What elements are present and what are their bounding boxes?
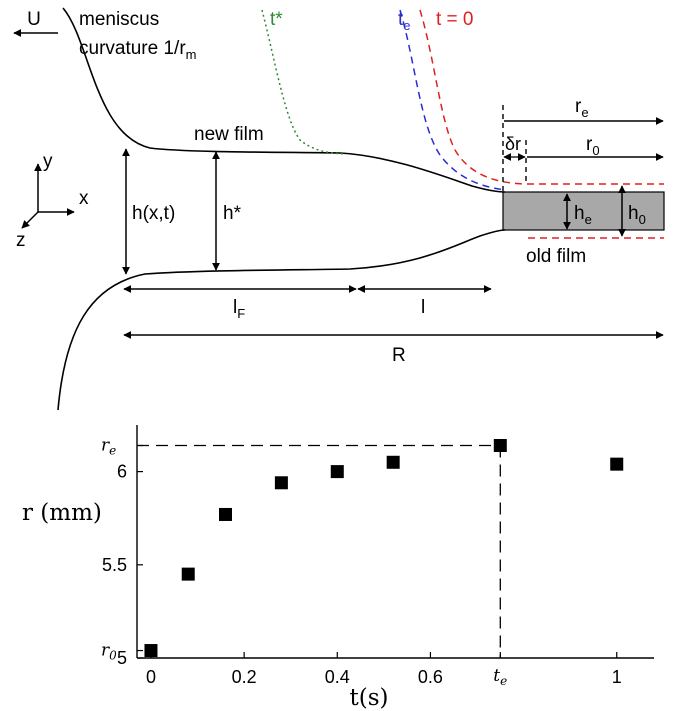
t-zero-label: t = 0 — [436, 9, 474, 30]
data-point — [144, 644, 158, 658]
chart-ylabel: r (mm) — [22, 500, 102, 526]
data-point — [181, 567, 195, 581]
x-tick-label-t-e: te — [493, 666, 507, 688]
data-point — [218, 507, 232, 521]
l-label: l — [421, 297, 425, 318]
coordinate-axes: y x z — [16, 151, 89, 251]
h-xt-label: h(x,t) — [132, 203, 175, 224]
x-tick-label: 0 — [146, 667, 156, 687]
delta-r-label: δr — [505, 134, 521, 154]
chart: 0 0.2 0.4 0.6 1 te 5 5.5 6re r0 r (mm) t(s) — [22, 425, 654, 711]
axis-x-label: x — [79, 188, 89, 209]
y-tick-label: 5.5 — [102, 555, 127, 575]
x-tick-label: 0.4 — [325, 667, 350, 687]
axis-y-label: y — [43, 151, 53, 172]
y-tick-label-r-e: re — [101, 436, 116, 458]
velocity-label: U — [27, 9, 41, 30]
h-star-label: h* — [223, 203, 242, 224]
t-e-profile — [399, 9, 506, 191]
r-e-label: re — [575, 96, 589, 120]
new-film-label: new film — [194, 124, 264, 145]
l-F-label: lF — [233, 297, 245, 321]
y-tick-label: 5 — [117, 648, 127, 668]
t-zero-profile-upper — [419, 9, 664, 185]
data-point — [386, 455, 400, 469]
old-film-label: old film — [526, 246, 586, 267]
axis-z-label: z — [16, 230, 26, 251]
y-tick-label: 6 — [117, 462, 127, 482]
x-tick-label: 0.6 — [418, 667, 443, 687]
t-e-label: te — [398, 9, 411, 33]
x-tick-label: 1 — [612, 667, 622, 687]
x-tick-label: 0.2 — [232, 667, 257, 687]
h-e-label: he — [574, 203, 592, 227]
data-point — [330, 465, 344, 479]
r-0-label: r0 — [586, 134, 600, 158]
t-star-label: t* — [270, 9, 283, 30]
schematic: U meniscus curvature 1/rm t* te t = 0 ne… — [13, 7, 665, 411]
data-point — [274, 476, 288, 490]
meniscus-label: meniscus — [79, 9, 159, 30]
h-0-label: h0 — [628, 203, 646, 227]
lower-film-profile — [57, 229, 506, 411]
old-film-slab — [502, 191, 665, 231]
data-point — [493, 439, 507, 453]
data-point — [610, 457, 624, 471]
chart-xlabel: t(s) — [350, 685, 389, 711]
t-star-profile — [261, 9, 346, 155]
R-label: R — [392, 345, 406, 366]
meniscus-curvature-label: curvature 1/rm — [79, 38, 197, 62]
y-tick-label-r-0: r0 — [101, 641, 117, 663]
upper-film-profile — [62, 7, 506, 193]
